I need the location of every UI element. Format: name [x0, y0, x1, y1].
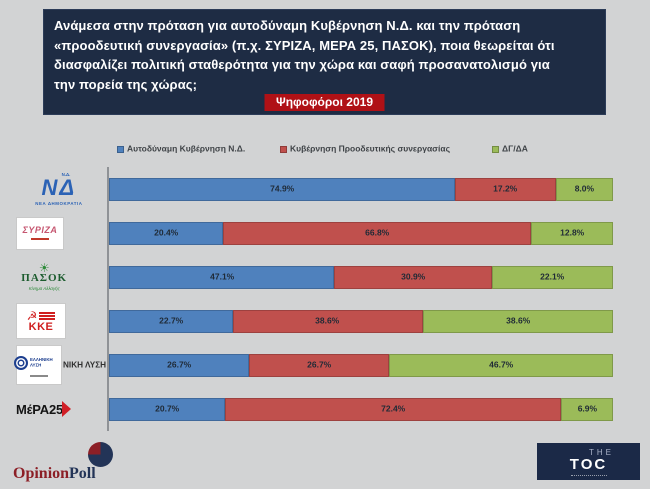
bar-segment: 38.6%: [422, 309, 613, 333]
bar-value-label: 12.8%: [559, 228, 585, 238]
bar-track: 22.7% 38.6% 38.6%: [109, 309, 613, 333]
legend-label: Αυτοδύναμη Κυβέρνηση Ν.Δ.: [127, 144, 246, 155]
bar-segment: 20.7%: [109, 397, 226, 421]
bar-value-label: 72.4%: [381, 404, 406, 414]
syriza-logo: ΣΥΡΙΖΑ: [16, 216, 64, 250]
legend-item: Κυβέρνηση Προοδευτικής συνεργασίας: [280, 144, 478, 155]
bar-segment: 20.4%: [109, 221, 223, 245]
kke-logo: ☭ ΚΚΕ: [16, 303, 66, 339]
opinionpoll-logo: OpinionPoll: [13, 442, 143, 483]
bar-segment: 47.1%: [109, 265, 335, 289]
bar-segment: 8.0%: [556, 177, 613, 201]
bar-value-label: 26.7%: [307, 360, 332, 370]
bar-value-label: 22.7%: [158, 316, 183, 326]
chart-row: ☭ ΚΚΕ 22.7% 38.6% 38.6%: [0, 299, 650, 343]
bar-segment: 6.9%: [560, 397, 614, 421]
bar-track: 74.9% 17.2% 8.0%: [109, 177, 613, 201]
legend-label: ΔΓ/ΔΑ: [502, 144, 529, 155]
mera25-logo: ΜέΡΑ25: [16, 401, 72, 417]
thetoc-tagline-rule: [570, 474, 607, 476]
kke-text-lines: [39, 311, 56, 320]
bar-value-label: 20.7%: [155, 404, 180, 414]
thetoc-text-toc: TOC: [569, 455, 608, 473]
question-text: Ανάμεσα στην πρόταση για αυτοδύναμη Κυβέ…: [54, 18, 555, 92]
chart-row: ΕΛΛΗΝΙΚΗ ΛΥΣΗ ΝΙΚΗ ΛΥΣΗ 26.7% 26.7% 46.7%: [0, 343, 650, 387]
question-panel: Ανάμεσα στην πρόταση για αυτοδύναμη Κυβέ…: [43, 9, 606, 115]
category-cell: ΣΥΡΙΖΑ: [0, 216, 107, 250]
bar-value-label: 38.6%: [315, 316, 340, 326]
bar-value-label: 6.9%: [577, 404, 597, 414]
category-cell: Ν.Δ. ΝΔ ΝΕΑ ΔΗΜΟΚΡΑΤΙΑ: [0, 171, 107, 208]
bar-segment: 26.7%: [249, 353, 390, 377]
bar-segment: 22.7%: [109, 309, 233, 333]
legend-swatch-icon: [117, 146, 125, 153]
stacked-bar-chart: Ν.Δ. ΝΔ ΝΕΑ ΔΗΜΟΚΡΑΤΙΑ 74.9% 17.2% 8.0% ΣΥΡΙΖΑ…: [0, 167, 650, 431]
category-cell: ☀ ΠΑΣΟΚ Κίνημα Αλλαγής: [0, 262, 107, 293]
thetoc-text-the: THE: [589, 447, 614, 457]
chart-rows: Ν.Δ. ΝΔ ΝΕΑ ΔΗΜΟΚΡΑΤΙΑ 74.9% 17.2% 8.0% ΣΥΡΙΖΑ…: [0, 167, 650, 431]
elliniki-lysi-logo: ΕΛΛΗΝΙΚΗ ΛΥΣΗ ΝΙΚΗ ΛΥΣΗ: [14, 345, 116, 385]
mera25-arrow-icon: [62, 401, 72, 417]
bar-segment: 66.8%: [222, 221, 532, 245]
sun-icon: ☀: [38, 260, 50, 275]
syriza-tagline-rule: [31, 238, 49, 240]
opinionpoll-text-poll: Poll: [69, 465, 96, 482]
bar-segment: 38.6%: [232, 309, 423, 333]
legend-item: ΔΓ/ΔΑ: [492, 144, 532, 155]
bar-segment: 17.2%: [454, 177, 557, 201]
thetoc-logo: THE TOC: [537, 443, 640, 480]
opinionpoll-circle-icon: [88, 442, 113, 467]
category-cell: ΜέΡΑ25: [0, 401, 107, 417]
legend-item: Αυτοδύναμη Κυβέρνηση Ν.Δ.: [117, 144, 266, 155]
lysi-roundel-icon: [14, 355, 28, 370]
bar-track: 20.7% 72.4% 6.9%: [109, 397, 614, 421]
chart-row: Ν.Δ. ΝΔ ΝΕΑ ΔΗΜΟΚΡΑΤΙΑ 74.9% 17.2% 8.0%: [0, 167, 650, 211]
lysi-tagline-rule: [30, 375, 48, 378]
chart-row: ☀ ΠΑΣΟΚ Κίνημα Αλλαγής 47.1% 30.9% 22.1%: [0, 255, 650, 299]
category-cell: ΕΛΛΗΝΙΚΗ ΛΥΣΗ ΝΙΚΗ ΛΥΣΗ: [0, 345, 107, 385]
pasok-logo: ☀ ΠΑΣΟΚ Κίνημα Αλλαγής: [21, 260, 68, 291]
bar-track: 20.4% 66.8% 12.8%: [109, 221, 613, 245]
bar-segment: 26.7%: [109, 353, 250, 377]
bar-value-label: 74.9%: [269, 184, 295, 194]
category-axis-line: [107, 167, 109, 431]
opinionpoll-text-opinion: Opinion: [13, 465, 70, 482]
bar-track: 26.7% 26.7% 46.7%: [109, 353, 613, 377]
bar-segment: 12.8%: [531, 221, 613, 245]
chart-row: ΣΥΡΙΖΑ 20.4% 66.8% 12.8%: [0, 211, 650, 255]
bar-value-label: 17.2%: [493, 184, 518, 194]
bar-segment: 46.7%: [389, 353, 613, 377]
legend-swatch-icon: [492, 146, 500, 153]
bar-value-label: 22.1%: [540, 272, 565, 282]
hammer-sickle-icon: ☭: [26, 308, 38, 323]
bar-segment: 74.9%: [109, 177, 455, 201]
bar-value-label: 26.7%: [166, 360, 192, 370]
bar-value-label: 66.8%: [364, 228, 389, 238]
bar-value-label: 47.1%: [209, 272, 234, 282]
bar-track: 47.1% 30.9% 22.1%: [109, 265, 613, 289]
bar-value-label: 38.6%: [505, 316, 530, 326]
chart-legend: Αυτοδύναμη Κυβέρνηση Ν.Δ. Κυβέρνηση Προοδ…: [0, 144, 650, 155]
voters-2019-badge: Ψηφοφόροι 2019: [264, 94, 385, 111]
legend-label: Κυβέρνηση Προοδευτικής συνεργασίας: [290, 144, 451, 155]
bar-segment: 30.9%: [334, 265, 493, 289]
elliniki-lysi-label: ΝΙΚΗ ΛΥΣΗ: [63, 360, 107, 370]
bar-segment: 22.1%: [492, 265, 613, 289]
bar-value-label: 20.4%: [153, 228, 178, 238]
chart-row: ΜέΡΑ25 20.7% 72.4% 6.9%: [0, 387, 650, 431]
bar-value-label: 30.9%: [401, 272, 426, 282]
bar-value-label: 46.7%: [489, 360, 514, 370]
bar-value-label: 8.0%: [574, 184, 595, 194]
legend-swatch-icon: [280, 146, 288, 153]
category-cell: ☭ ΚΚΕ: [0, 303, 107, 339]
bar-segment: 72.4%: [225, 397, 561, 421]
nea-dimokratia-logo: Ν.Δ. ΝΔ ΝΕΑ ΔΗΜΟΚΡΑΤΙΑ: [35, 171, 83, 206]
